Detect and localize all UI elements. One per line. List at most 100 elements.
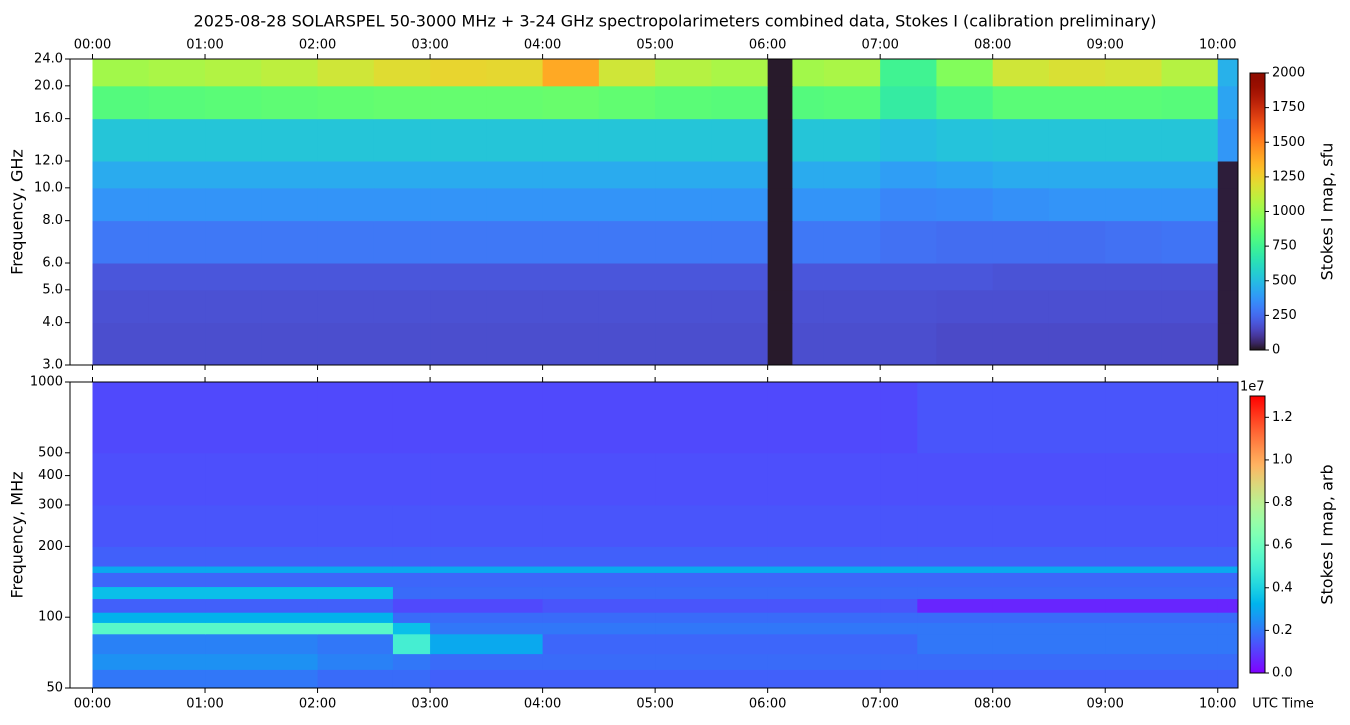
heatmap-cell (430, 572, 544, 588)
heatmap-cell (917, 572, 994, 588)
heatmap-cell (317, 263, 375, 291)
heatmap-cell (823, 161, 881, 189)
colorbar-tick-label: 1750 (1272, 100, 1305, 115)
heatmap-cell (486, 263, 544, 291)
heatmap-cell (205, 546, 319, 567)
x-axis-label: UTC Time (1252, 697, 1314, 712)
colorbar-label: Stokes I map, arb (1318, 464, 1337, 604)
heatmap-cell (205, 322, 262, 366)
heatmap-cell (792, 289, 825, 324)
heatmap-cell (711, 161, 769, 189)
heatmap-cell (148, 118, 206, 162)
heatmap-cell (92, 382, 206, 454)
heatmap-cell (148, 263, 206, 291)
heatmap-cell (1217, 572, 1239, 588)
heatmap-cell (992, 382, 1106, 454)
heatmap-cell (261, 161, 319, 189)
heatmap-cell (1105, 187, 1162, 222)
heatmap-cell (880, 187, 937, 222)
heatmap-cell (205, 566, 319, 573)
heatmap-cell (92, 622, 206, 635)
x-tick-label: 09:00 (1086, 697, 1123, 712)
heatmap-cell (598, 161, 656, 189)
heatmap-cell (1105, 669, 1219, 689)
heatmap-cell (148, 289, 206, 324)
x-tick-label: 04:00 (524, 697, 561, 712)
heatmap-cell (1217, 263, 1239, 291)
y-axis-label: Frequency, MHz (8, 471, 27, 598)
heatmap-cell (486, 118, 544, 162)
heatmap-cell (992, 289, 1050, 324)
x-tick-label: 00:00 (74, 38, 111, 53)
heatmap-cell (767, 187, 793, 222)
heatmap-cell (792, 263, 825, 291)
heatmap-cell (792, 161, 825, 189)
heatmap-cell (542, 653, 656, 670)
heatmap-cell (1105, 452, 1219, 506)
colorbar (1249, 72, 1266, 351)
colorbar-tick-label: 0.6 (1272, 538, 1293, 553)
heatmap-cell (373, 161, 431, 189)
heatmap-cell (317, 220, 375, 264)
heatmap-cell (936, 289, 994, 324)
heatmap-cell (542, 598, 656, 613)
heatmap-cell (317, 187, 375, 222)
heatmap-cell (261, 85, 319, 120)
heatmap-cell (598, 118, 656, 162)
heatmap-cell (880, 612, 918, 623)
heatmap-cell (92, 263, 150, 291)
heatmap-cell (430, 382, 544, 454)
heatmap-cell (392, 622, 431, 635)
colorbar-offset: 1e7 (1240, 380, 1265, 395)
x-tick-label: 01:00 (186, 697, 223, 712)
heatmap-cell (711, 322, 769, 366)
heatmap-cell (1217, 586, 1239, 600)
heatmap-cell (992, 85, 1050, 120)
heatmap-cell (992, 504, 1106, 547)
heatmap-cell (917, 669, 994, 689)
heatmap-cell (936, 161, 994, 189)
heatmap-cell (711, 263, 769, 291)
heatmap-cell (880, 546, 918, 567)
heatmap-cell (1105, 85, 1162, 120)
heatmap-cell (655, 566, 769, 573)
heatmap-cell (823, 289, 881, 324)
colorbar-tick-label: 0 (1272, 343, 1280, 358)
heatmap-cell (92, 220, 150, 264)
heatmap-cell (148, 220, 206, 264)
heatmap-cell (392, 586, 431, 600)
heatmap-cell (92, 161, 150, 189)
heatmap-cell (1048, 187, 1106, 222)
heatmap-cell (205, 572, 319, 588)
heatmap-cell (92, 572, 206, 588)
heatmap-cell (1105, 220, 1162, 264)
heatmap-cell (992, 633, 1106, 655)
heatmap-cell (373, 59, 431, 87)
heatmap-cell (542, 586, 656, 600)
heatmap-cell (430, 653, 544, 670)
colorbar-label: Stokes I map, sfu (1318, 143, 1337, 281)
y-tick-label: 20.0 (34, 78, 63, 93)
heatmap-cell (392, 452, 431, 506)
heatmap-cell (542, 633, 656, 655)
y-tick-label: 6.0 (42, 256, 63, 271)
heatmap-cell (880, 322, 937, 366)
heatmap-cell (205, 289, 262, 324)
heatmap-cell (1161, 85, 1219, 120)
heatmap-cell (598, 59, 656, 87)
x-tick-label: 08:00 (974, 38, 1011, 53)
chart-title: 2025-08-28 SOLARSPEL 50-3000 MHz + 3-24 … (194, 12, 1157, 31)
heatmap-cell (392, 572, 431, 588)
heatmap-cell (261, 263, 319, 291)
heatmap-cell (767, 161, 793, 189)
heatmap-cell (655, 586, 769, 600)
heatmap-cell (655, 85, 712, 120)
heatmap-cell (711, 220, 769, 264)
x-tick-label: 07:00 (861, 697, 898, 712)
heatmap-cell (1217, 289, 1239, 324)
heatmap-cell (92, 322, 150, 366)
heatmap-cell (1161, 220, 1219, 264)
heatmap-cell (92, 289, 150, 324)
heatmap-cell (936, 187, 994, 222)
heatmap-cell (1217, 669, 1239, 689)
